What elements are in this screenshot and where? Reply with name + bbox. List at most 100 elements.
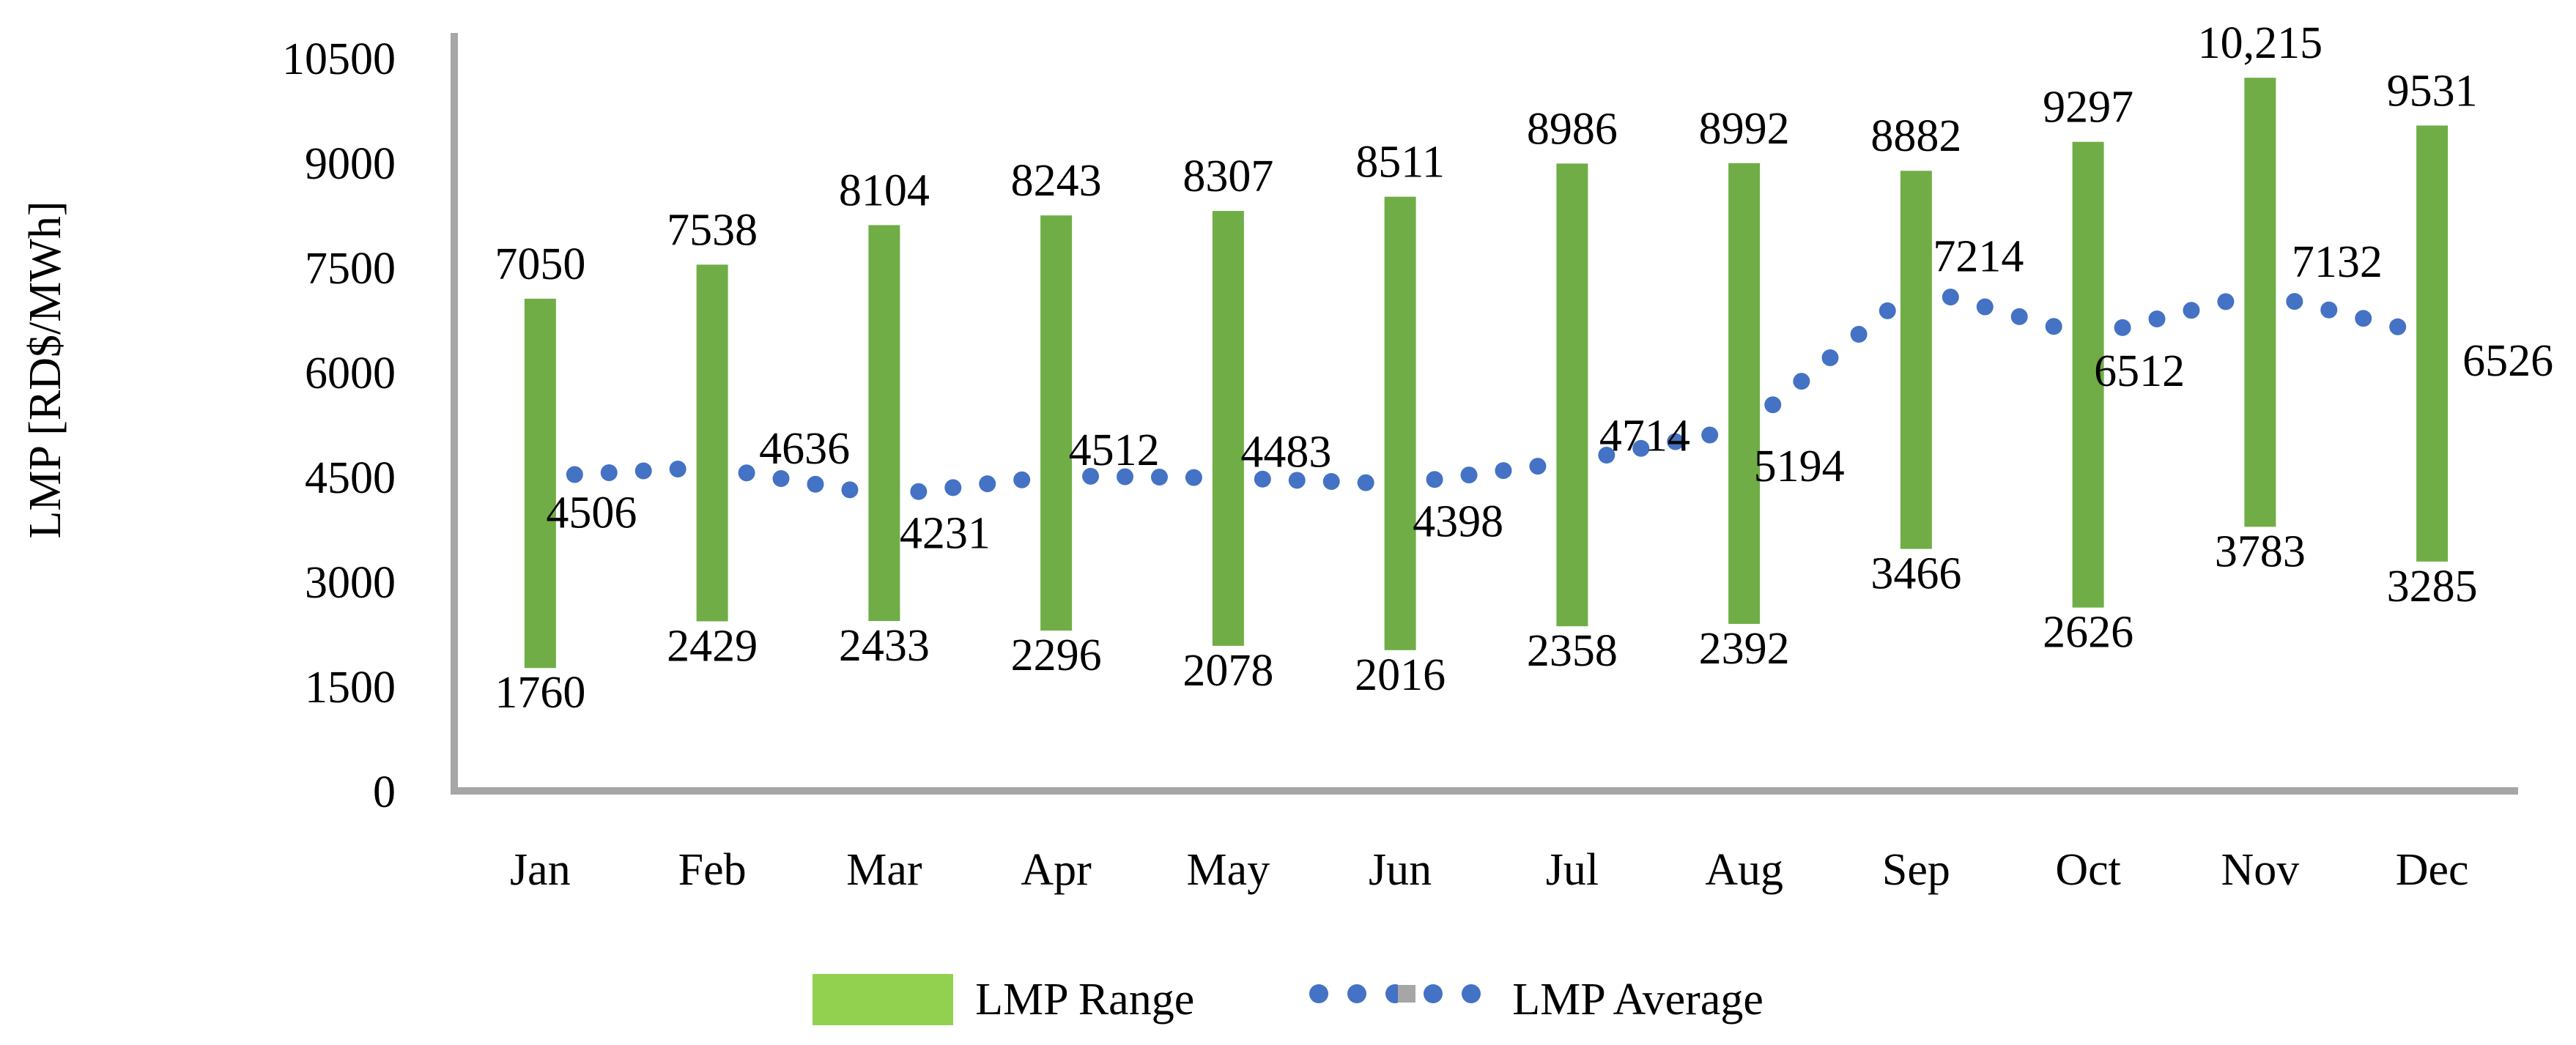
min-label-apr: 2296: [1011, 631, 1102, 680]
legend-swatch-lmp-range: [813, 973, 954, 1025]
x-tick-label-apr: Apr: [1021, 845, 1092, 895]
max-label-nov: 10,215: [2198, 18, 2323, 68]
x-tick-label-dec: Dec: [2396, 845, 2469, 895]
range-bar-jun: [1384, 196, 1416, 650]
min-label-may: 2078: [1182, 646, 1273, 696]
max-label-mar: 8104: [839, 166, 930, 215]
legend-dot: [1309, 984, 1329, 1003]
range-bar-may: [1212, 211, 1244, 646]
range-bar-feb: [696, 264, 728, 622]
range-bar-oct: [2072, 141, 2104, 608]
x-tick-label-jan: Jan: [510, 845, 571, 895]
min-label-jul: 2358: [1527, 626, 1618, 676]
avg-line-dot: [1117, 468, 1134, 486]
avg-line-dot: [738, 464, 755, 482]
max-label-jun: 8511: [1355, 138, 1445, 187]
avg-line-dot: [2286, 293, 2303, 310]
max-label-oct: 9297: [2043, 83, 2133, 133]
avg-line-dot: [910, 483, 928, 500]
min-label-aug: 2392: [1699, 624, 1790, 674]
legend-label-lmp-range: LMP Range: [975, 974, 1195, 1024]
avg-line-dot: [2010, 308, 2028, 325]
range-bar-dec: [2416, 125, 2449, 562]
avg-line-dot: [1850, 325, 1868, 343]
legend-label-lmp-average: LMP Average: [1512, 974, 1763, 1024]
avg-line-dot: [1357, 474, 1374, 491]
avg-label-jul: 4714: [1599, 412, 1690, 461]
min-label-mar: 2433: [839, 621, 930, 671]
max-label-jul: 8986: [1527, 104, 1618, 154]
x-tick-label-feb: Feb: [678, 845, 747, 895]
avg-label-sep: 7214: [1933, 231, 2024, 281]
y-tick-label-4500: 4500: [305, 453, 396, 503]
avg-line-dot: [2148, 310, 2166, 328]
avg-line-dot: [1529, 458, 1547, 475]
max-label-sep: 8882: [1870, 111, 1961, 161]
avg-label-apr: 4512: [1069, 425, 1160, 475]
max-label-dec: 9531: [2387, 66, 2478, 116]
avg-line-dot: [1322, 472, 1340, 490]
min-label-nov: 3783: [2215, 527, 2306, 576]
avg-line-dot: [1764, 396, 1782, 414]
range-bar-mar: [868, 225, 900, 622]
max-label-jan: 7050: [495, 239, 585, 289]
min-label-feb: 2429: [667, 621, 758, 671]
y-tick-label-9000: 9000: [305, 139, 396, 189]
x-tick-label-nov: Nov: [2221, 845, 2299, 895]
max-label-may: 8307: [1182, 152, 1273, 201]
avg-line-dot: [2389, 318, 2407, 335]
avg-line-dot: [1150, 469, 1168, 486]
x-tick-label-jun: Jun: [1369, 845, 1432, 895]
avg-line-dot: [1879, 302, 1896, 319]
avg-line-dot: [2183, 302, 2200, 319]
range-bar-nov: [2244, 78, 2276, 527]
avg-line-dot: [1598, 446, 1615, 464]
y-axis-line: [451, 33, 458, 795]
range-bar-jul: [1556, 163, 1588, 627]
avg-line-dot: [1632, 439, 1650, 457]
y-tick-label-1500: 1500: [305, 663, 396, 713]
avg-line-dot: [944, 479, 962, 497]
avg-label-jun: 4398: [1413, 497, 1503, 547]
x-tick-label-aug: Aug: [1705, 845, 1783, 895]
y-tick-label-10500: 10500: [282, 34, 396, 84]
avg-label-aug: 5194: [1754, 442, 1845, 491]
avg-line-dot: [1013, 471, 1031, 488]
avg-line-dot: [2320, 301, 2338, 319]
avg-label-jan: 4506: [546, 488, 637, 538]
avg-line-dot: [979, 475, 996, 493]
avg-label-may: 4483: [1240, 428, 1331, 477]
y-tick-label-7500: 7500: [305, 244, 396, 294]
min-label-oct: 2626: [2043, 608, 2133, 658]
x-tick-label-sep: Sep: [1882, 845, 1950, 895]
min-label-dec: 3285: [2387, 562, 2478, 611]
legend-dotted-line-sample: [1309, 984, 1481, 1003]
chart-legend: LMP Range LMP Average: [0, 968, 2576, 1030]
min-label-sep: 3466: [1870, 549, 1961, 599]
avg-line-dot: [1460, 466, 1478, 484]
avg-label-mar: 4231: [900, 509, 991, 559]
x-tick-label-may: May: [1187, 845, 1270, 895]
x-axis-line: [451, 787, 2518, 795]
max-label-feb: 7538: [667, 205, 758, 255]
avg-line-dot: [634, 462, 652, 480]
range-bar-aug: [1728, 163, 1761, 624]
y-tick-label-3000: 3000: [305, 558, 396, 608]
avg-line-dot: [2355, 310, 2372, 327]
avg-line-dot: [1667, 433, 1684, 450]
legend-dot: [1424, 984, 1443, 1003]
x-tick-label-oct: Oct: [2055, 845, 2121, 895]
legend-dot: [1462, 984, 1481, 1003]
avg-line-dot: [1976, 298, 1994, 316]
avg-line-dot: [2045, 318, 2062, 335]
x-tick-label-jul: Jul: [1546, 845, 1599, 895]
avg-line-dot: [772, 469, 790, 487]
min-label-jan: 1760: [495, 668, 585, 718]
avg-label-oct: 6512: [2094, 346, 2185, 396]
avg-line-dot: [807, 475, 824, 493]
avg-line-dot: [2217, 293, 2235, 310]
avg-line-dot: [1701, 426, 1719, 444]
max-label-aug: 8992: [1699, 104, 1790, 154]
avg-line-dot: [566, 466, 583, 483]
